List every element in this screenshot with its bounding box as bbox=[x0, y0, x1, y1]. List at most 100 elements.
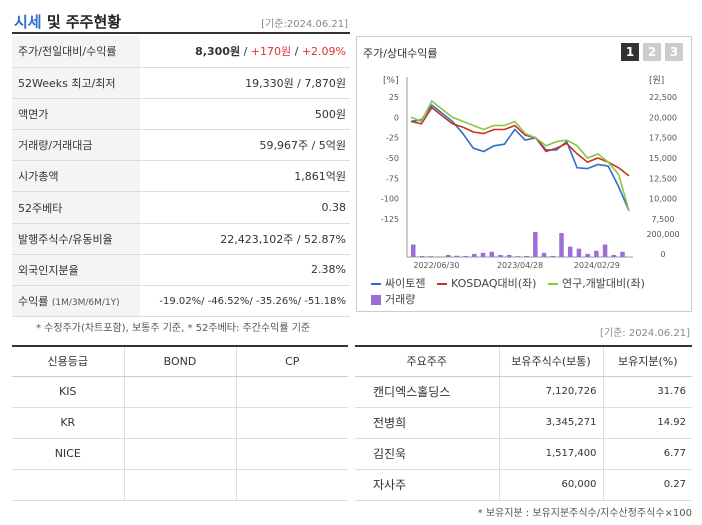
volume-bar bbox=[445, 254, 451, 257]
quote-row: 발행주식수/유동비율 22,423,102주 / 52.87% bbox=[12, 223, 350, 255]
price: 8,300원 bbox=[195, 45, 241, 59]
left-unit: [%] bbox=[383, 76, 399, 86]
holder-name: 김진욱 bbox=[355, 438, 499, 470]
quote-value: 500원 bbox=[140, 98, 350, 131]
quote-label: 외국인지분율 bbox=[12, 254, 140, 287]
series-line bbox=[410, 99, 630, 212]
volume-bar bbox=[585, 253, 590, 257]
table-cell: NICE bbox=[12, 438, 124, 470]
table-row: 자사주 60,000 0.27 bbox=[355, 469, 692, 501]
volume-bar bbox=[541, 252, 547, 257]
volume-bar bbox=[472, 253, 477, 257]
table-header: 보유지분(%) bbox=[602, 346, 692, 377]
series-line bbox=[410, 103, 630, 212]
quote-row: 거래량/거래대금 59,967주 / 5억원 bbox=[12, 129, 350, 162]
y-tick-label: -100 bbox=[381, 195, 399, 204]
volume-bar bbox=[533, 232, 538, 257]
holder-name: 자사주 bbox=[355, 469, 499, 501]
holder-name: 전병희 bbox=[355, 407, 499, 439]
shareholders-table: 주요주주 보유주식수(보통) 보유지분(%) 캔디엑스홀딩스 7,120,726 3… bbox=[355, 345, 692, 501]
quote-row: 수익률 (1M/3M/6M/1Y) -19.02%/ -46.52%/ -35.2… bbox=[12, 285, 350, 318]
volume-bar bbox=[437, 256, 442, 257]
quote-value: 0.38 bbox=[140, 191, 350, 224]
reference-date-2: [기준: 2024.06.21] bbox=[599, 328, 690, 339]
table-header: 신용등급 bbox=[12, 346, 124, 377]
table-header: BOND bbox=[123, 346, 236, 377]
y-tick-label: 25 bbox=[389, 93, 399, 102]
reference-date: [기준:2024.06.21] bbox=[261, 19, 348, 30]
volume-bar bbox=[506, 254, 512, 257]
table-row: 캔디엑스홀딩스 7,120,726 31.76 bbox=[355, 376, 692, 408]
legend-item: KOSDAQ대비(좌) bbox=[436, 277, 536, 290]
quote-row: 시가총액 1,861억원 bbox=[12, 160, 350, 193]
y2-tick-label: 15,000 bbox=[649, 154, 677, 163]
volume-bar bbox=[594, 250, 599, 257]
y-tick-label: -75 bbox=[386, 174, 399, 183]
quote-row: 52Weeks 최고/최저 19,330원 / 7,870원 bbox=[12, 67, 350, 99]
table-row: 전병희 3,345,271 14.92 bbox=[355, 407, 692, 439]
volume-bar bbox=[411, 244, 416, 257]
y2-tick-label: 20,000 bbox=[649, 113, 677, 122]
chart-panel: 주가/상대수익률 1 2 3 [%] [원] 25 0 -25 -50 -75 -100 -12… bbox=[356, 36, 692, 312]
volume-bar bbox=[602, 244, 608, 257]
table-cell bbox=[123, 438, 236, 470]
chart-tab-3[interactable]: 3 bbox=[665, 43, 683, 61]
table-cell: KIS bbox=[12, 376, 124, 408]
x-tick-label: 2022/06/30 bbox=[413, 261, 459, 270]
table-cell bbox=[235, 469, 348, 501]
volume-bar bbox=[524, 255, 529, 257]
volume-bar bbox=[576, 248, 582, 257]
section-header: 시세 및 주주현황 [기준:2024.06.21] bbox=[12, 8, 350, 34]
volume-bar bbox=[620, 251, 625, 257]
y2-tick-label: 7,500 bbox=[652, 215, 675, 224]
volume-bar bbox=[463, 255, 468, 257]
table-cell bbox=[235, 407, 348, 439]
holder-pct: 6.77 bbox=[602, 438, 692, 470]
volume-tick-label: 200,000 bbox=[646, 230, 679, 239]
holders-note: * 보유지분 : 보유지분주식수/지수산정주식수×100 bbox=[477, 508, 692, 519]
table-header-row: 신용등급 BOND CP bbox=[12, 346, 348, 377]
volume-bar bbox=[489, 251, 494, 257]
credit-rating-table: 신용등급 BOND CP KIS KR NICE bbox=[12, 345, 348, 501]
quote-label: 발행주식수/유동비율 bbox=[12, 223, 140, 255]
holder-pct: 14.92 bbox=[602, 407, 692, 439]
quote-label: 주가/전일대비/수익률 bbox=[12, 36, 140, 68]
volume-bar bbox=[611, 254, 617, 257]
y2-tick-label: 17,500 bbox=[649, 134, 677, 143]
chart-title: 주가/상대수익률 bbox=[363, 47, 438, 60]
volume-bar bbox=[428, 256, 433, 257]
volume-bar bbox=[550, 255, 556, 257]
volume-bar bbox=[419, 255, 425, 257]
table-header: CP bbox=[235, 346, 348, 377]
quote-row: 주가/전일대비/수익률 8,300원 / +170원 / +2.09% bbox=[12, 36, 350, 68]
quote-label: 52Weeks 최고/최저 bbox=[12, 67, 140, 99]
table-row: KIS bbox=[12, 376, 348, 408]
volume-bar bbox=[515, 256, 521, 257]
x-tick-label: 2024/02/29 bbox=[574, 261, 620, 270]
holder-shares: 3,345,271 bbox=[498, 407, 603, 439]
y2-tick-label: 12,500 bbox=[649, 174, 677, 183]
table-cell bbox=[235, 376, 348, 408]
y-tick-label: -50 bbox=[386, 154, 399, 163]
holder-shares: 1,517,400 bbox=[498, 438, 603, 470]
holder-shares: 7,120,726 bbox=[498, 376, 603, 408]
quote-label: 거래량/거래대금 bbox=[12, 129, 140, 162]
quote-value: 19,330원 / 7,870원 bbox=[140, 67, 350, 99]
table-header-row: 주요주주 보유주식수(보통) 보유지분(%) bbox=[355, 346, 692, 377]
chart-tab-2[interactable]: 2 bbox=[643, 43, 661, 61]
legend-item: 거래량 bbox=[371, 293, 415, 306]
table-cell bbox=[123, 407, 236, 439]
y-tick-label: -25 bbox=[386, 134, 399, 143]
chart-tab-1[interactable]: 1 bbox=[621, 43, 639, 61]
quote-value: 59,967주 / 5억원 bbox=[140, 129, 350, 162]
section-title: 시세 및 주주현황 bbox=[14, 13, 122, 31]
volume-bar bbox=[567, 246, 573, 257]
volume-bar bbox=[454, 255, 460, 257]
quote-value: 1,861억원 bbox=[140, 160, 350, 193]
legend-item: 연구,개발대비(좌) bbox=[547, 277, 645, 290]
right-unit: [원] bbox=[649, 75, 664, 86]
return-values: -19.02%/ -46.52%/ -35.26%/ -51.18% bbox=[140, 285, 350, 318]
y2-tick-label: 22,500 bbox=[649, 93, 677, 102]
quote-table: 주가/전일대비/수익률 8,300원 / +170원 / +2.09% 52We… bbox=[12, 36, 350, 318]
table-header: 보유주식수(보통) bbox=[498, 346, 603, 377]
